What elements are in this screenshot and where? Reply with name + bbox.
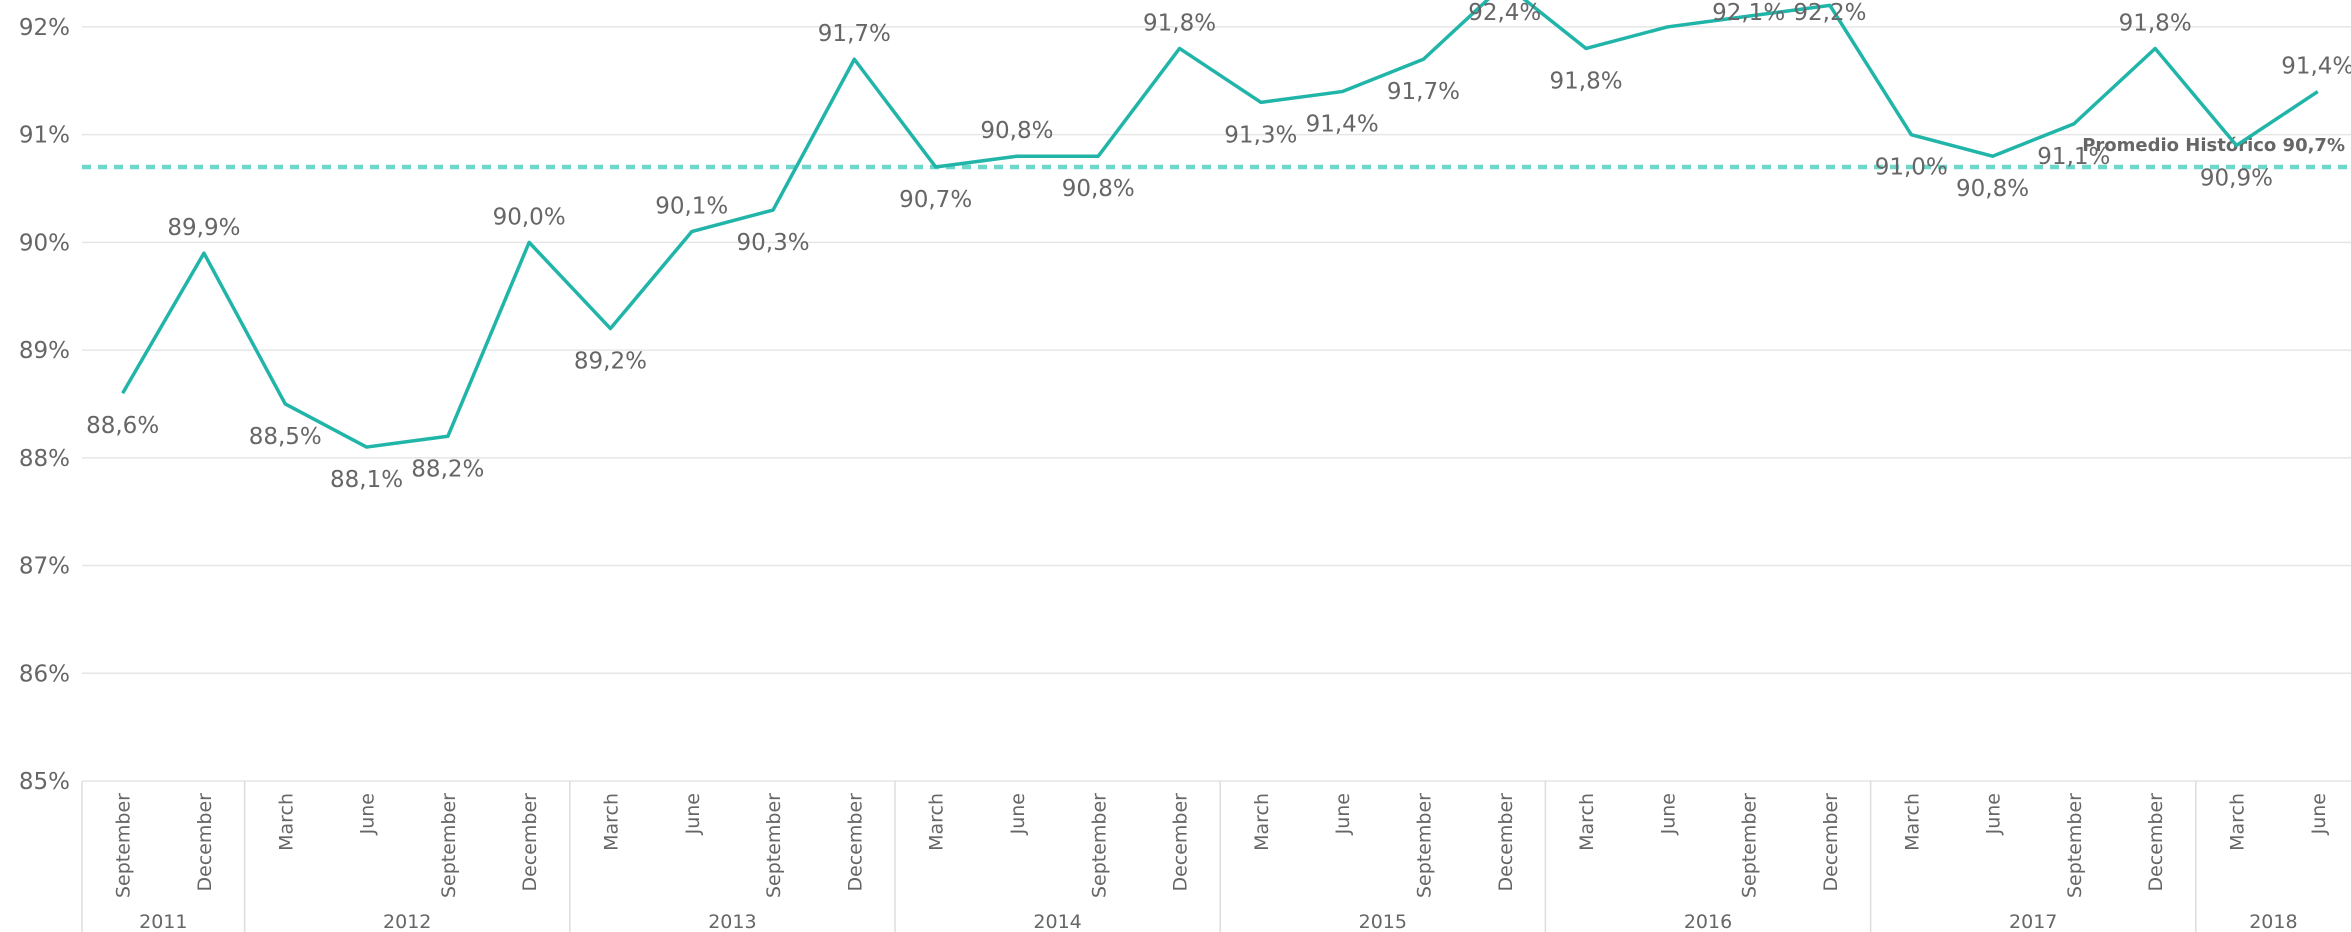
x-tick-label: March [926, 793, 948, 851]
x-tick-label: December [519, 793, 541, 892]
data-label: 91,8% [1143, 10, 1216, 36]
data-label: 90,8% [1956, 176, 2029, 202]
reference-label: Promedio Histórico 90,7% [2082, 135, 2345, 156]
x-tick-label: June [1007, 793, 1029, 835]
x-tick-label: June [1332, 793, 1354, 835]
x-tick-label: March [1901, 793, 1923, 851]
x-group-label: 2013 [708, 911, 756, 932]
data-label: 88,2% [411, 456, 484, 482]
x-tick-label: December [2145, 793, 2167, 892]
x-group-label: 2018 [2249, 911, 2297, 932]
x-tick-label: June [1657, 793, 1679, 835]
data-label: 89,2% [574, 349, 647, 375]
y-tick-label: 91% [19, 123, 70, 149]
x-tick-label: March [1576, 793, 1598, 851]
data-label: 88,1% [330, 467, 403, 493]
x-group-label: 2016 [1684, 911, 1732, 932]
y-tick-label: 87% [19, 554, 70, 580]
x-group-label: 2014 [1033, 911, 1081, 932]
data-label: 90,0% [493, 204, 566, 230]
x-tick-label: September [1088, 793, 1110, 898]
data-label: 91,7% [818, 21, 891, 47]
x-tick-label: December [1170, 793, 1192, 892]
data-label: 91,4% [2281, 54, 2351, 80]
x-tick-label: June [682, 793, 704, 835]
x-tick-label: September [438, 793, 460, 898]
data-label: 91,4% [1306, 112, 1379, 138]
y-tick-label: 88% [19, 446, 70, 472]
data-label: 90,8% [1062, 176, 1135, 202]
x-tick-label: September [763, 793, 785, 898]
x-tick-label: June [357, 793, 379, 835]
line [121, 0, 2319, 449]
y-tick-label: 92% [19, 15, 70, 41]
x-tick-label: September [2064, 793, 2086, 898]
data-label: 91,8% [2119, 10, 2192, 36]
y-tick-label: 85% [19, 769, 70, 795]
x-tick-label: March [275, 793, 297, 851]
data-label: 88,5% [249, 424, 322, 450]
x-tick-label: June [1983, 793, 2005, 835]
x-tick-label: September [1413, 793, 1435, 898]
data-label: 90,8% [980, 118, 1053, 144]
x-tick-label: March [1251, 793, 1273, 851]
y-tick-label: 90% [19, 230, 70, 256]
data-label: 90,7% [899, 187, 972, 213]
data-label: 90,3% [737, 230, 810, 256]
x-tick-label: December [844, 793, 866, 892]
data-label: 91,3% [1224, 122, 1297, 148]
x-tick-label: December [1820, 793, 1842, 892]
x-tick-label: March [2226, 793, 2248, 851]
data-label: 91,8% [1550, 68, 1623, 94]
x-tick-label: September [1739, 793, 1761, 898]
data-label: 91,1% [2037, 144, 2110, 170]
data-label: 90,9% [2200, 165, 2273, 191]
x-tick-label: September [113, 793, 135, 898]
x-group-label: 2015 [1359, 911, 1407, 932]
x-group-label: 2012 [383, 911, 431, 932]
x-tick-label: March [600, 793, 622, 851]
data-label: 92,2% [1793, 0, 1866, 26]
y-tick-label: 86% [19, 661, 70, 687]
x-group-label: 2011 [139, 911, 187, 932]
data-label: 88,6% [86, 413, 159, 439]
data-label: 92,4% [1468, 0, 1541, 26]
x-tick-label: December [194, 793, 216, 892]
x-tick-label: June [2308, 793, 2330, 835]
data-label: 90,1% [655, 194, 728, 220]
data-label: 92,1% [1712, 0, 1785, 26]
data-label: 89,9% [167, 215, 240, 241]
y-tick-label: 89% [19, 338, 70, 364]
x-tick-label: December [1495, 793, 1517, 892]
data-label: 91,0% [1875, 155, 1948, 181]
data-label: 91,7% [1387, 79, 1460, 105]
x-group-label: 2017 [2009, 911, 2057, 932]
